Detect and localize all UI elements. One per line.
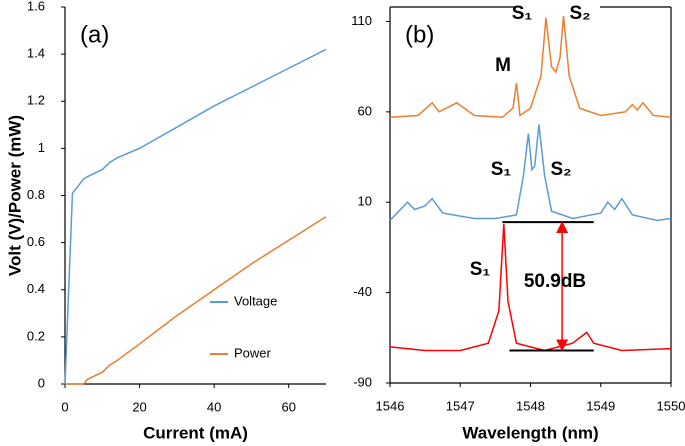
series-line	[65, 216, 327, 385]
x-axis-title: Wavelength (nm)	[462, 423, 598, 442]
panel-label: (b)	[405, 21, 434, 48]
y-tick-label: 0.6	[27, 234, 45, 249]
x-tick-label: 1549	[586, 398, 615, 413]
annotation: S₁	[470, 259, 491, 280]
y-tick-label: 1.4	[27, 46, 45, 61]
legend-label: Power	[234, 345, 272, 360]
series-line	[389, 15, 672, 119]
x-tick-label: 1546	[376, 398, 405, 413]
x-tick-label: 60	[281, 399, 295, 414]
y-tick-label: 1.6	[27, 0, 45, 13]
y-tick-label: 0.4	[27, 281, 45, 296]
y-axis-title: Volt (V)/Power (mW)	[5, 115, 24, 276]
x-tick-label: 0	[61, 399, 68, 414]
annotation: S₂	[550, 159, 571, 180]
series-line	[389, 223, 672, 352]
y-tick-label: 1.2	[27, 93, 45, 108]
annotation: S₁	[512, 3, 533, 24]
x-tick-label: 1547	[446, 398, 475, 413]
y-tick-label: 1	[38, 140, 45, 155]
y-tick-label: 10	[358, 194, 372, 209]
x-tick-label: 1550	[657, 398, 685, 413]
x-tick-label: 20	[132, 399, 146, 414]
panel-label: (a)	[80, 21, 109, 48]
y-tick-label: 0.8	[27, 187, 45, 202]
annotation: 50.9dB	[524, 271, 586, 292]
series-line	[389, 124, 672, 222]
annotation: S₂	[569, 3, 590, 24]
x-axis-title: Current (mA)	[143, 423, 248, 442]
x-tick-label: 40	[207, 399, 221, 414]
annotation: S₁	[491, 159, 512, 180]
legend-label: Voltage	[234, 293, 277, 308]
series-line	[64, 48, 327, 385]
y-tick-label: 60	[358, 103, 372, 118]
x-tick-label: 1548	[516, 398, 545, 413]
y-tick-label: -90	[353, 374, 372, 389]
annotation: M	[495, 55, 511, 76]
y-tick-label: -40	[353, 284, 372, 299]
y-tick-label: 0.2	[27, 328, 45, 343]
y-tick-label: 110	[351, 13, 372, 28]
y-tick-label: 0	[38, 375, 45, 390]
